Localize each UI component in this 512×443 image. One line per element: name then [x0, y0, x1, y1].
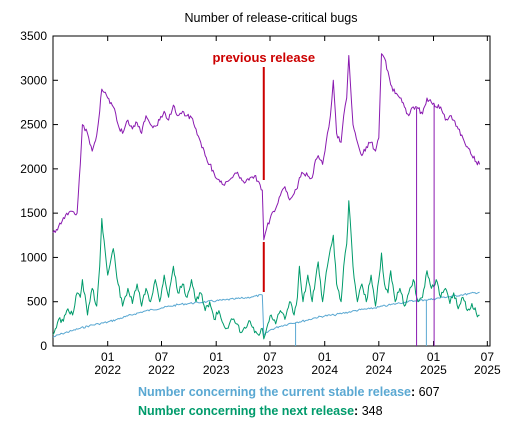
series-line-total — [52, 53, 481, 241]
legend-current-value: 607 — [418, 385, 440, 399]
series-line-current — [52, 291, 480, 338]
legend-current-label: Number concerning the current stable rel… — [138, 385, 412, 399]
x-tick-year-label: 2024 — [365, 363, 392, 377]
x-tick-month-label: 07 — [481, 350, 495, 364]
legend-next-value: 348 — [361, 404, 383, 418]
x-tick-year-label: 2022 — [94, 363, 121, 377]
x-tick-year-label: 2023 — [257, 363, 284, 377]
x-tick-month-label: 01 — [101, 350, 115, 364]
y-tick-label: 3500 — [20, 29, 47, 43]
chart-title: Number of release-critical bugs — [185, 11, 358, 25]
y-tick-label: 500 — [27, 295, 47, 309]
annotation-label: previous release — [212, 50, 315, 65]
x-tick-month-label: 01 — [427, 350, 441, 364]
x-tick-year-label: 2022 — [148, 363, 175, 377]
plot-frame — [52, 35, 491, 347]
legend-current-colon: : — [411, 385, 416, 399]
x-tick-year-label: 2023 — [203, 363, 230, 377]
series-line-next — [52, 200, 480, 340]
x-tick-month-label: 01 — [210, 350, 224, 364]
x-tick-year-label: 2025 — [474, 363, 501, 377]
legend-next-colon: : — [354, 404, 359, 418]
x-tick-month-label: 07 — [263, 350, 277, 364]
y-tick-label: 1000 — [20, 250, 47, 264]
legend-next: Number concerning the next release: 348 — [138, 403, 383, 419]
legend-next-label: Number concerning the next release — [138, 404, 355, 418]
x-tick-month-label: 01 — [318, 350, 332, 364]
y-tick-label: 3000 — [20, 73, 47, 87]
y-tick-label: 2000 — [20, 162, 47, 176]
legend-current: Number concerning the current stable rel… — [138, 384, 440, 400]
x-tick-year-label: 2025 — [420, 363, 447, 377]
y-tick-label: 0 — [40, 339, 47, 353]
y-tick-label: 1500 — [20, 206, 47, 220]
y-tick-label: 2500 — [20, 118, 47, 132]
x-tick-year-label: 2024 — [311, 363, 338, 377]
x-tick-month-label: 07 — [155, 350, 169, 364]
x-tick-month-label: 07 — [372, 350, 386, 364]
